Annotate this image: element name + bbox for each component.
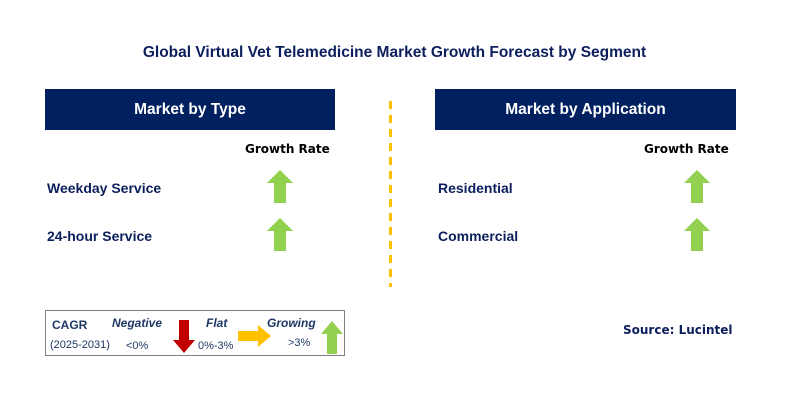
legend-flat-label: Flat xyxy=(206,316,228,330)
right-arrow-icon xyxy=(238,325,271,347)
row-label-24-hour-service: 24-hour Service xyxy=(47,228,153,244)
legend-period: (2025-2031) xyxy=(50,339,110,351)
up-arrow-icon xyxy=(684,218,710,251)
legend-negative-range: <0% xyxy=(126,340,149,352)
up-arrow-icon xyxy=(267,218,293,251)
growth-rate-label-type: Growth Rate xyxy=(245,142,330,156)
up-arrow-icon xyxy=(267,170,293,203)
page-title: Global Virtual Vet Telemedicine Market G… xyxy=(142,44,647,61)
legend-cagr-label: CAGR xyxy=(52,318,88,332)
legend-flat-range: 0%-3% xyxy=(198,340,234,352)
row-label-commercial: Commercial xyxy=(438,228,519,244)
growth-rate-label-application: Growth Rate xyxy=(644,142,729,156)
cagr-legend: CAGR (2025-2031) Negative <0% Flat 0%-3%… xyxy=(45,310,345,356)
legend-negative-label: Negative xyxy=(112,316,163,330)
source-label: Source: Lucintel xyxy=(623,323,733,337)
row-label-residential: Residential xyxy=(438,180,513,196)
down-arrow-icon xyxy=(173,320,195,353)
legend-growing-label: Growing xyxy=(267,316,316,330)
legend-growing-range: >3% xyxy=(288,337,311,349)
panel-header-type: Market by Type xyxy=(45,89,335,130)
row-label-weekday-service: Weekday Service xyxy=(47,180,162,196)
panel-header-application: Market by Application xyxy=(435,89,736,130)
up-arrow-icon xyxy=(684,170,710,203)
dashed-divider xyxy=(389,101,392,287)
up-arrow-icon xyxy=(321,321,343,354)
